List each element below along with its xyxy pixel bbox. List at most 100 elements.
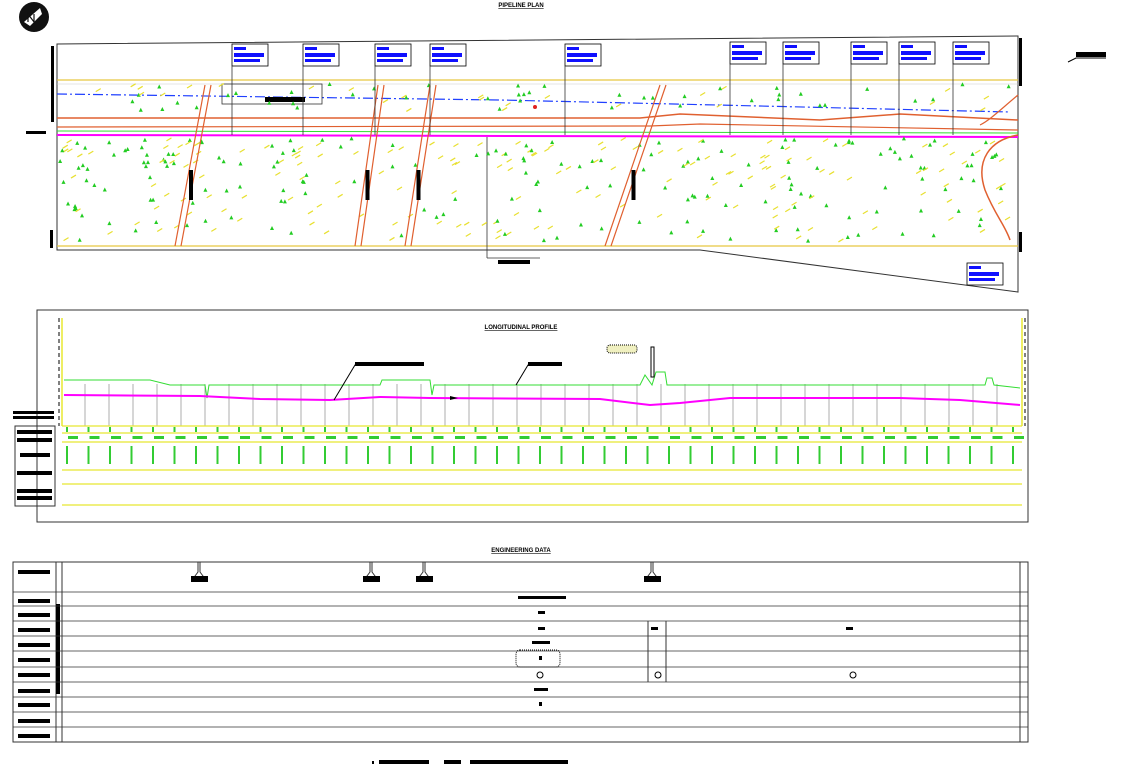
tree-icon (956, 208, 961, 213)
tree-icon (486, 151, 491, 156)
contour-mark (449, 157, 456, 162)
station-value (410, 427, 412, 432)
tree-icon (372, 86, 377, 91)
elevation-value (87, 446, 90, 464)
contour-mark (772, 206, 779, 211)
section-label (498, 260, 530, 264)
tree-icon (83, 145, 88, 150)
tree-icon (280, 150, 285, 155)
contour-mark (530, 151, 537, 156)
tree-icon (497, 106, 502, 111)
tree-icon (289, 90, 294, 95)
tree-icon (80, 213, 85, 218)
tree-icon (221, 159, 226, 164)
length-value (605, 436, 616, 439)
contour-mark (657, 149, 664, 154)
length-value (218, 436, 229, 439)
tree-icon (166, 151, 171, 156)
elevation-value (689, 446, 692, 464)
tree-icon (77, 237, 82, 242)
tree-icon (141, 160, 146, 165)
contour-mark (995, 185, 1002, 190)
survey-point-icon (533, 105, 537, 109)
plan-left-mark (50, 230, 53, 248)
tree-icon (970, 151, 975, 156)
contour-mark (63, 237, 69, 242)
profile-data-rows (62, 425, 1024, 506)
elevation-value (130, 446, 133, 464)
tree-icon (823, 102, 828, 107)
contour-mark (766, 139, 773, 144)
station-label (564, 43, 602, 135)
plan-right-mark (1019, 232, 1022, 252)
length-value (885, 436, 895, 439)
contour-mark (769, 183, 776, 188)
tree-icon (327, 82, 332, 87)
tree-icon (777, 92, 782, 97)
tree-icon (350, 92, 355, 97)
tree-icon (291, 148, 296, 153)
tree-icon (789, 182, 794, 187)
tree-icon (521, 92, 526, 97)
tree-icon (509, 196, 514, 201)
station-label-text (955, 51, 985, 55)
elevation-value (173, 446, 176, 464)
tree-icon (798, 91, 803, 96)
contour-mark (632, 145, 639, 150)
tree-icon (878, 151, 883, 156)
contour-mark (199, 174, 205, 179)
crossing-label (644, 576, 661, 582)
tree-icon (550, 139, 555, 144)
tree-icon (148, 175, 153, 180)
tree-icon (474, 153, 479, 158)
station-value (367, 427, 369, 432)
station-label-text (234, 53, 264, 57)
contour-mark (454, 161, 461, 166)
tree-icon (281, 188, 286, 193)
tree-icon (165, 163, 170, 168)
station-label-text (432, 47, 444, 50)
contour-mark (544, 147, 550, 152)
contour-mark (66, 139, 72, 144)
tree-icon (537, 208, 542, 213)
length-value (906, 436, 917, 439)
valve-icon (849, 671, 857, 679)
tree-icon (404, 95, 409, 100)
contour-mark (159, 92, 166, 97)
station-label (729, 41, 767, 135)
contour-mark (761, 165, 768, 170)
station-value (453, 427, 455, 432)
contour-mark (382, 99, 389, 104)
tree-icon (608, 183, 613, 188)
contour-mark (915, 170, 922, 175)
tree-icon (649, 152, 654, 157)
crossing-marker (189, 170, 193, 200)
plan-inset-label (265, 97, 305, 102)
length-value (476, 436, 487, 439)
contour-mark (784, 146, 791, 151)
contour-mark (295, 150, 301, 155)
plan-inset-box (221, 83, 323, 105)
station-label-text (901, 45, 913, 48)
elevation-value (259, 446, 262, 464)
tree-icon (833, 142, 838, 147)
tree-icon (776, 97, 781, 102)
tree-icon (522, 158, 527, 163)
contour-mark (163, 192, 170, 197)
station-label-text (567, 59, 593, 62)
elevation-value (625, 446, 627, 464)
tree-icon (75, 140, 80, 145)
tree-icon (792, 204, 797, 209)
station-label (302, 43, 340, 135)
revision-cloud (606, 344, 638, 354)
tree-icon (681, 163, 686, 168)
elevation-value (431, 446, 434, 464)
tree-icon (977, 223, 982, 228)
tree-icon (728, 236, 733, 241)
tree-icon (66, 201, 71, 206)
tree-icon (892, 149, 897, 154)
tree-icon (710, 176, 715, 181)
station-value (259, 427, 262, 432)
contour-mark (704, 155, 711, 160)
elevation-value (582, 446, 584, 464)
